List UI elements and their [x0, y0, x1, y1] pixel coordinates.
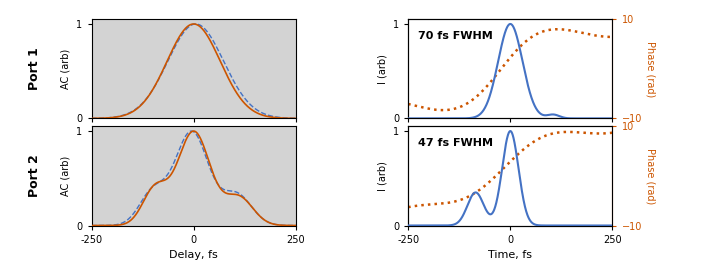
Y-axis label: Phase (rad): Phase (rad) — [646, 41, 655, 97]
X-axis label: Delay, fs: Delay, fs — [169, 250, 218, 260]
Y-axis label: I (arb): I (arb) — [377, 54, 387, 84]
Y-axis label: AC (arb): AC (arb) — [61, 156, 71, 196]
Text: Port 1: Port 1 — [28, 48, 41, 90]
Y-axis label: AC (arb): AC (arb) — [61, 49, 71, 89]
Y-axis label: I (arb): I (arb) — [377, 161, 387, 191]
X-axis label: Time, fs: Time, fs — [489, 250, 532, 260]
Text: 47 fs FWHM: 47 fs FWHM — [418, 138, 494, 148]
Text: Port 2: Port 2 — [28, 155, 41, 197]
Text: 70 fs FWHM: 70 fs FWHM — [418, 31, 493, 41]
Y-axis label: Phase (rad): Phase (rad) — [646, 148, 655, 204]
